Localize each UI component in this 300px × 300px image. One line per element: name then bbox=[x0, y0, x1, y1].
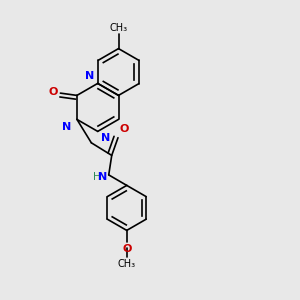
Text: O: O bbox=[119, 124, 129, 134]
Text: CH₃: CH₃ bbox=[110, 23, 128, 33]
Text: N: N bbox=[101, 133, 110, 143]
Text: N: N bbox=[98, 172, 107, 182]
Text: O: O bbox=[122, 244, 131, 254]
Text: H: H bbox=[94, 172, 101, 182]
Text: CH₃: CH₃ bbox=[118, 259, 136, 269]
Text: N: N bbox=[62, 122, 71, 132]
Text: N: N bbox=[85, 71, 94, 81]
Text: O: O bbox=[48, 87, 58, 97]
